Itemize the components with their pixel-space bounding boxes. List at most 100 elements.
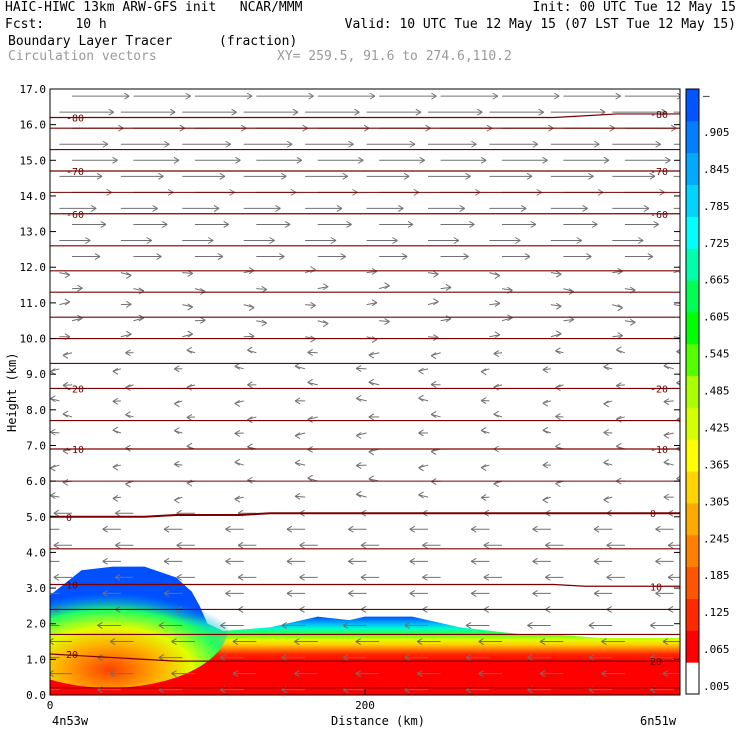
vector-arrow (72, 253, 101, 260)
vector-arrow (120, 108, 176, 116)
vector-arrow (163, 589, 183, 597)
vector-arrow (243, 140, 293, 148)
vector-arrow (673, 302, 680, 310)
field-units: (fraction) (219, 34, 298, 49)
vector-arrow (428, 204, 465, 212)
vector-arrow (133, 221, 168, 228)
vector-arrow (489, 172, 533, 180)
vector-arrow (555, 347, 564, 355)
colorbar-segment (686, 89, 699, 122)
colorbar-segment (686, 471, 699, 504)
vector-arrow (50, 670, 73, 678)
vector-arrow (655, 589, 674, 597)
vector-arrow (422, 573, 441, 581)
vector-arrow (220, 622, 244, 629)
vector-arrow (163, 557, 183, 565)
colorbar-label: .065 (703, 643, 730, 656)
isotherm-20 (50, 653, 680, 662)
vector-arrow (355, 394, 367, 402)
vector-arrow (174, 427, 183, 435)
vector-arrow (125, 384, 134, 392)
colorbar-label: .485 (703, 385, 730, 398)
vector-arrow (256, 156, 303, 164)
vector-arrow (606, 541, 625, 549)
vector-arrow (422, 541, 441, 549)
vector-arrow (62, 478, 73, 486)
vector-arrow (440, 221, 475, 228)
vector-arrow (307, 378, 318, 386)
vector-arrow (112, 494, 121, 502)
vector-arrow (305, 266, 316, 274)
vector-arrow (182, 204, 220, 212)
vector-arrow (247, 381, 257, 389)
vector-arrow (430, 410, 441, 418)
vector-arrow (71, 314, 83, 322)
vector-arrow (112, 463, 121, 471)
vector-arrow (355, 462, 367, 469)
vector-arrow (603, 400, 613, 408)
vector-arrow (544, 573, 564, 581)
colorbar: .005 .065 .125 .185 .245 .305 .365 .425 .485 .545… (685, 88, 730, 695)
vector-arrow (281, 654, 306, 661)
colorbar-segment (686, 120, 699, 154)
colorbar-segment (686, 152, 699, 186)
vector-arrow (133, 156, 180, 164)
vector-arrow (194, 92, 253, 100)
vector-arrow (50, 368, 60, 375)
isotherm-label: 20 (66, 650, 78, 661)
vector-arrow (120, 140, 170, 148)
vector-arrow (663, 398, 674, 406)
vector-arrow (563, 156, 610, 164)
y-axis: 0.0 1.0 2.0 3.0 4.0 5.0 6.0 7.0 8.0 9.0 10.0 11.0 12… (20, 83, 680, 702)
colorbar-label: .725 (703, 237, 730, 250)
vector-arrow (616, 346, 626, 354)
isotherm-label: -70 (66, 167, 84, 178)
vector-arrow (109, 638, 134, 645)
vector-arrow (348, 589, 367, 597)
y-tick-label: 17.0 (20, 83, 47, 96)
vector-arrow (542, 366, 551, 374)
vector-arrow (483, 573, 503, 581)
vector-arrow (440, 253, 469, 260)
y-tick-label: 13.0 (20, 226, 47, 239)
vector-arrow (480, 397, 490, 404)
vector-arrow (307, 348, 318, 356)
y-tick-label: 12.0 (20, 261, 47, 274)
colorbar-segment (686, 502, 699, 536)
vector-arrow (182, 108, 237, 116)
vector-arrow (655, 525, 674, 533)
vector-arrow (676, 348, 680, 355)
y-tick-label: 4.0 (26, 546, 46, 559)
vector-arrow (72, 221, 107, 228)
colorbar-label: .425 (703, 421, 730, 434)
vector-arrow (120, 237, 153, 244)
vector-arrow (489, 108, 544, 116)
vector-arrow (366, 336, 378, 344)
vector-arrow (603, 459, 613, 466)
y-tick-label: 6.0 (26, 475, 46, 488)
vector-arrow (102, 557, 121, 565)
vector-arrow (194, 221, 229, 228)
field-name: Boundary Layer Tracer (8, 34, 173, 49)
vector-arrow (97, 622, 121, 629)
vector-arrow (493, 480, 503, 488)
vector-arrow (294, 397, 306, 405)
vector-arrow (532, 525, 551, 533)
y-tick-label: 11.0 (20, 297, 47, 310)
vector-arrow (133, 287, 145, 295)
colorbar-label: .005 (703, 680, 730, 693)
vector-arrow (555, 413, 564, 420)
vector-arrow (294, 670, 318, 678)
vector-arrow (368, 378, 380, 386)
vector-arrow (663, 431, 674, 439)
vector-arrow (489, 300, 501, 307)
vector-arrow (112, 397, 121, 405)
vector-arrow (493, 410, 503, 418)
vector-arrow (480, 368, 490, 376)
vector-arrow (379, 221, 414, 228)
vector-arrow (502, 221, 537, 228)
vector-arrow (50, 492, 60, 499)
vector-arrow (676, 417, 680, 423)
vector-arrow (493, 350, 503, 358)
vector-arrow (478, 638, 503, 645)
